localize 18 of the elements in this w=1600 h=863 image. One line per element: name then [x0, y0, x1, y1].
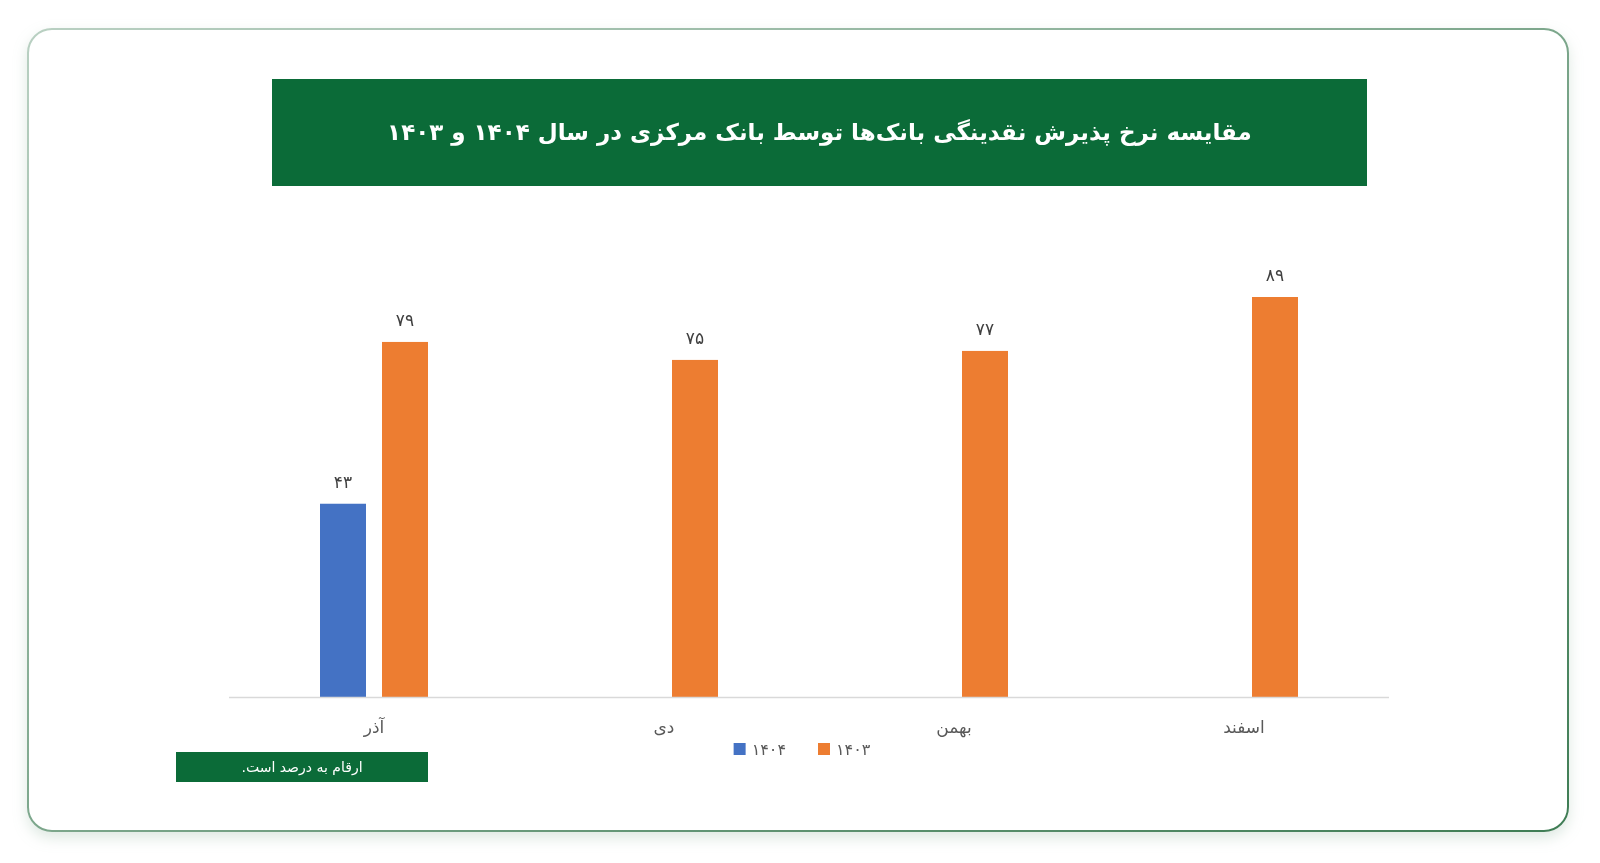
data-label: ۴۳: [333, 471, 353, 492]
x-tick-label: بهمن: [936, 717, 972, 738]
legend-label: ۱۴۰۴: [751, 740, 786, 759]
data-label: ۷۷: [975, 318, 995, 339]
legend-label: ۱۴۰۳: [836, 740, 871, 759]
bar: [672, 359, 718, 697]
x-tick-label: اسفند: [1223, 717, 1265, 737]
data-label: ۸۹: [1265, 265, 1285, 285]
bar: [382, 341, 428, 697]
bar: [962, 350, 1008, 697]
chart-title: مقایسه نرخ پذیرش نقدینگی بانک‌ها توسط بانک مرکزی در سال ۱۴۰۴ و ۱۴۰۳: [387, 119, 1252, 146]
text: ارقام به درصد است.: [241, 759, 363, 776]
bar: [320, 503, 366, 697]
bar: [1252, 297, 1298, 697]
data-label: ۷۵: [685, 327, 705, 348]
x-tick-label: آذر: [362, 716, 386, 737]
x-tick-label: دی: [653, 717, 675, 737]
data-label: ۷۹: [395, 309, 415, 330]
